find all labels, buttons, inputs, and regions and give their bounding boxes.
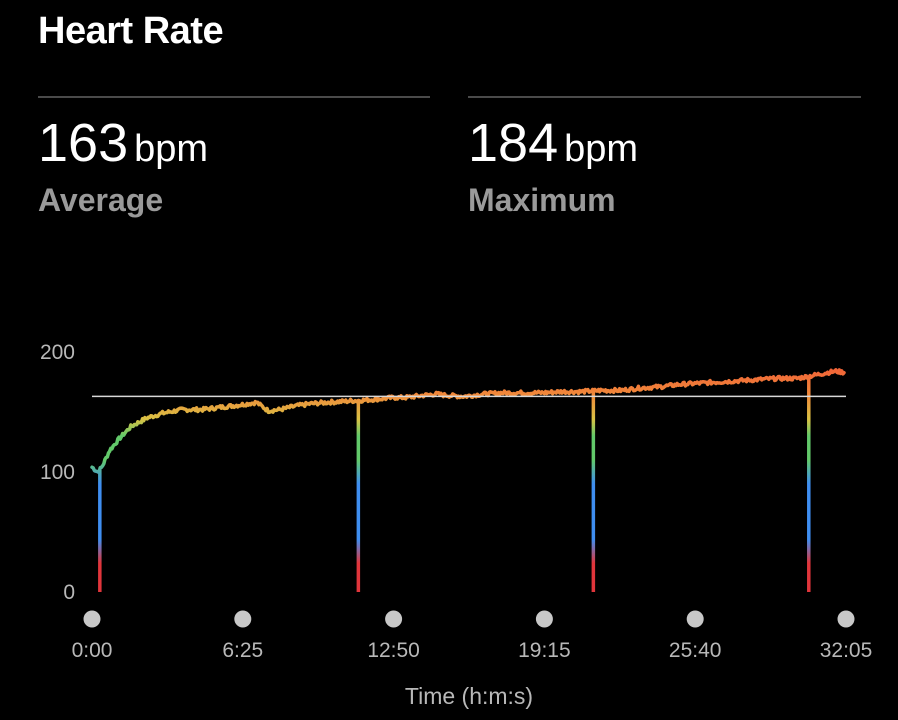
maximum-unit: bpm bbox=[564, 128, 639, 170]
y-tick-label: 0 bbox=[63, 581, 75, 604]
x-tick-label: 0:00 bbox=[72, 639, 113, 662]
x-axis-ticks: 0:00 6:25 12:50 19:15 25:40 32:05 bbox=[72, 610, 873, 662]
x-tick-dot bbox=[837, 610, 855, 628]
x-tick-label: 12:50 bbox=[367, 639, 420, 662]
heart-rate-chart: 200 100 0 0:00 6:25 12:50 19:15 25:40 32:05 Tim… bbox=[40, 341, 873, 709]
maximum-label: Maximum bbox=[468, 182, 616, 218]
x-tick-label: 32:05 bbox=[820, 639, 873, 662]
x-tick-label: 19:15 bbox=[518, 639, 571, 662]
average-label: Average bbox=[38, 182, 164, 218]
divider-left bbox=[38, 96, 430, 98]
maximum-stat: 184 bpm Maximum bbox=[468, 112, 638, 220]
x-tick-dot bbox=[686, 610, 704, 628]
maximum-value: 184 bbox=[468, 113, 559, 173]
page-title: Heart Rate bbox=[38, 10, 224, 52]
average-stat: 163 bpm Average bbox=[38, 112, 208, 220]
average-value-row: 163 bpm bbox=[38, 112, 208, 180]
y-tick-label: 100 bbox=[40, 461, 75, 484]
x-tick-dot bbox=[535, 610, 553, 628]
average-unit: bpm bbox=[134, 128, 209, 170]
x-tick-dot bbox=[83, 610, 101, 628]
pause-drop-lines bbox=[98, 376, 811, 592]
x-tick-dot bbox=[234, 610, 252, 628]
maximum-value-row: 184 bpm bbox=[468, 112, 638, 180]
divider-right bbox=[468, 96, 861, 98]
average-value: 163 bbox=[38, 113, 129, 173]
x-axis-title: Time (h:m:s) bbox=[405, 683, 533, 709]
x-tick-label: 6:25 bbox=[222, 639, 263, 662]
x-tick-label: 25:40 bbox=[669, 639, 722, 662]
x-tick-dot bbox=[385, 610, 403, 628]
y-axis-ticks: 200 100 0 bbox=[40, 341, 75, 604]
y-tick-label: 200 bbox=[40, 341, 75, 364]
heart-rate-series-line bbox=[90, 368, 846, 474]
